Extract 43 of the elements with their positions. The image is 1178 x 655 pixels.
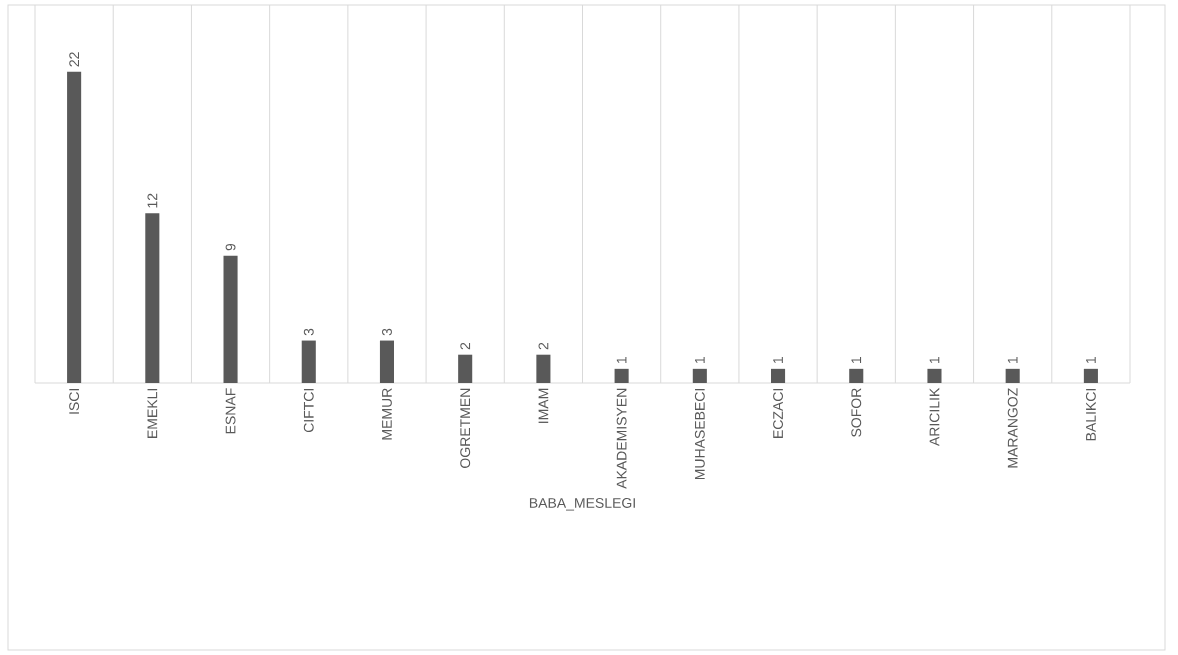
bar [145,213,160,383]
bar [67,71,82,383]
data-label: 1 [695,357,705,364]
data-label: 2 [538,342,549,350]
data-label: 1 [1086,357,1096,364]
data-label: 1 [1007,357,1018,364]
data-label: 1 [773,357,783,364]
bar [692,368,707,383]
x-axis-title: BABA_MESLEGI [529,498,635,511]
bar [301,340,316,383]
x-tick-label: ISCI [69,388,80,414]
data-label: 1 [929,357,940,364]
bar [927,368,942,383]
x-tick-label: IMAM [538,388,549,423]
bar [849,368,864,383]
data-label: 9 [225,243,236,251]
x-tick-label: MEMUR [382,388,392,440]
x-tick-label: ECZACI [773,389,784,438]
x-tick-label: CIFTCI [303,388,314,433]
data-label: 12 [147,193,158,208]
data-label: 3 [303,328,314,336]
x-tick-label: AKADEMISYEN [616,388,627,489]
bar [614,368,629,383]
x-tick-label: MARANGOZ [1007,388,1018,468]
x-tick-label: MUHASEBECI [694,389,705,480]
data-label: 3 [382,328,392,336]
x-tick-label: SOFOR [851,388,862,437]
data-label: 22 [69,52,79,67]
data-label: 1 [851,357,862,364]
bar [1005,368,1020,383]
x-tick-label: ARICILIK [929,387,940,447]
x-tick-label: ESNAF [225,388,236,434]
data-label: 2 [460,342,471,350]
x-tick-label: BALIKCI [1085,388,1096,441]
x-tick-label: OGRETMEN [460,388,471,468]
bar [379,340,395,383]
bar [536,354,551,383]
bar [1083,368,1098,383]
data-label: 1 [616,357,627,364]
bar [223,255,238,383]
x-tick-label: EMEKLI [147,388,158,438]
bar [771,368,786,383]
bar [458,354,473,383]
